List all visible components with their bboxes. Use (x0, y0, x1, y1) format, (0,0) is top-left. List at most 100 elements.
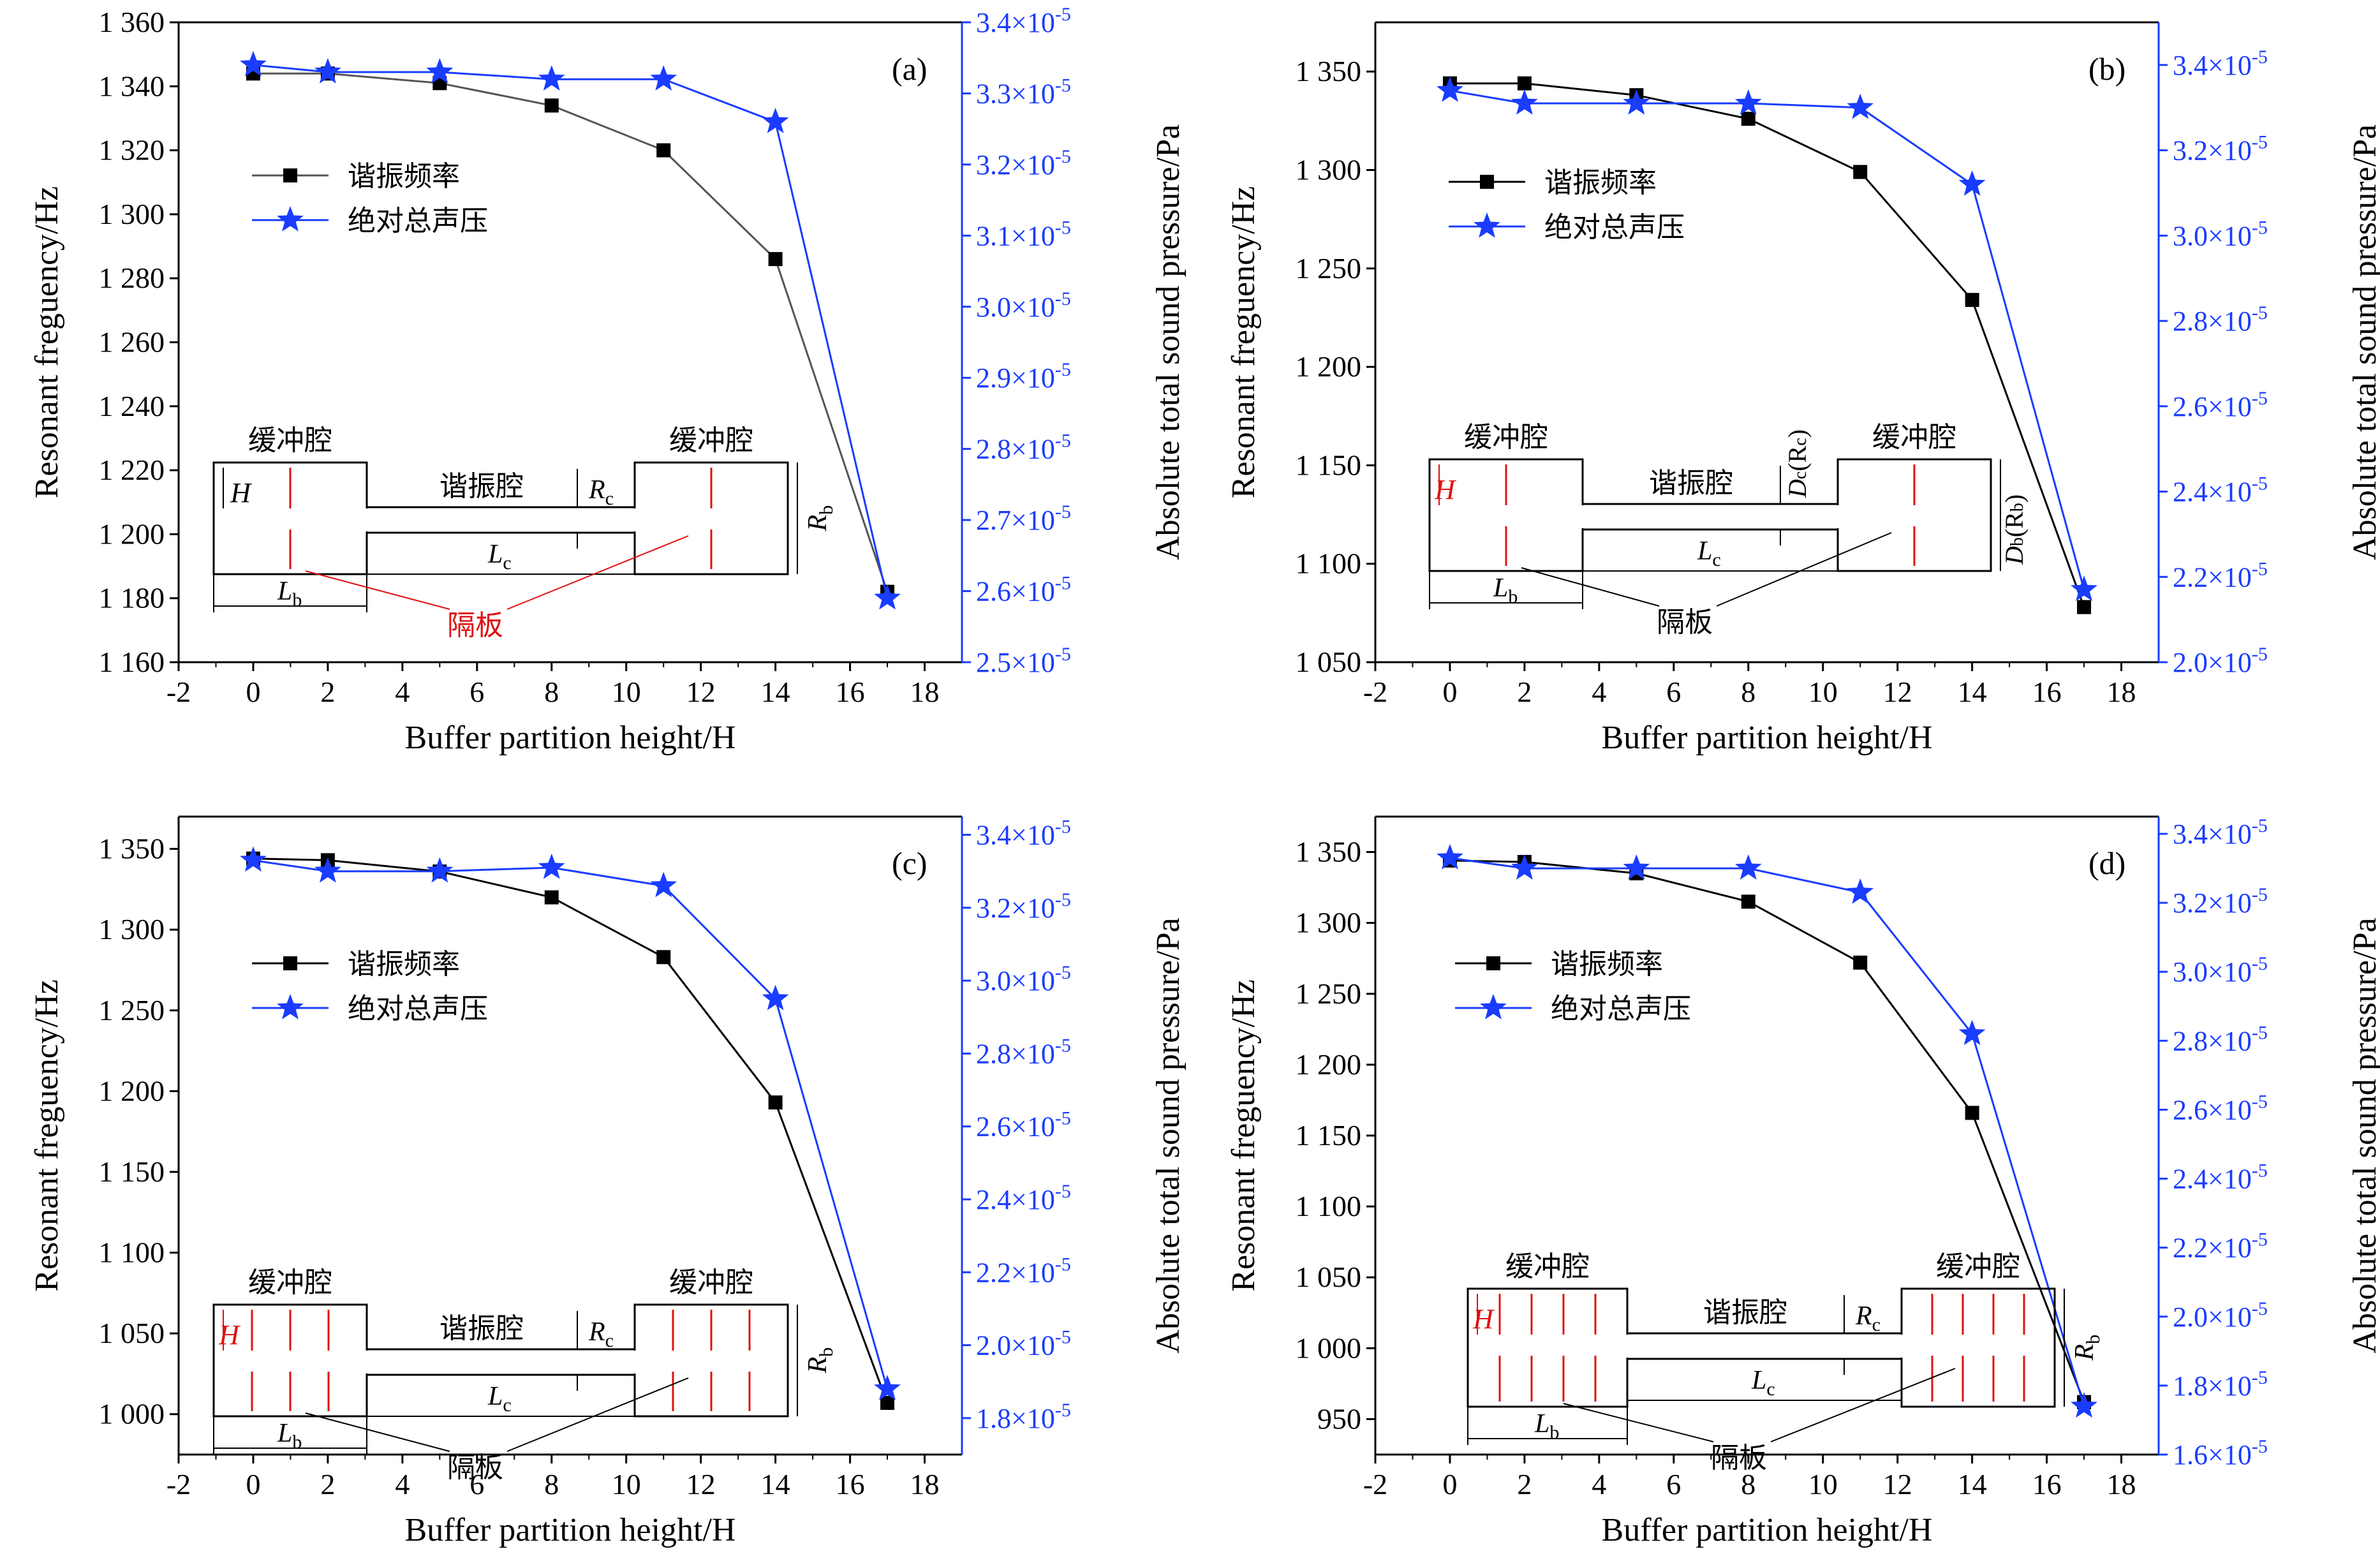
y2-tick-exponent: -5 (1055, 962, 1071, 983)
freq-point (544, 890, 559, 905)
var-sub: b (2083, 1335, 2104, 1344)
y2-tick-mantissa: 3.0×10 (2173, 220, 2252, 251)
freq-point (768, 252, 783, 267)
y2-tick-label: 3.4×10-5 (2173, 47, 2268, 81)
y-tick-label: 1 100 (1296, 547, 1362, 580)
y2-tick-label: 2.8×10-5 (976, 431, 1071, 465)
var-main: R (803, 515, 832, 532)
y2-tick-exponent: -5 (1055, 359, 1071, 380)
freq-point (656, 143, 671, 158)
y2-tick-exponent: -5 (1055, 889, 1071, 910)
resonator-label: 谐振腔 (440, 1313, 524, 1344)
y2-tick-exponent: -5 (2252, 1298, 2268, 1319)
rc-label: Rc (588, 475, 614, 509)
y2-tick-mantissa: 3.2×10 (976, 149, 1055, 181)
y2-tick-mantissa: 3.1×10 (976, 220, 1055, 251)
chart-panel-c: -2 0 2 4 6 8 10 12 14 16 18 1 000 1 050 1 100 1 150 1 2… (29, 815, 1186, 1548)
y2-tick-exponent: -5 (2252, 1436, 2268, 1457)
rb-label: Rb (803, 1347, 837, 1374)
x-tick-label: 10 (1808, 1468, 1838, 1500)
partition-label: 隔板 (1711, 1442, 1767, 1474)
var-sub: c (605, 1330, 614, 1351)
freq-point (1741, 112, 1755, 126)
var-sub: c (503, 1395, 511, 1416)
pressure-point (1734, 854, 1762, 880)
y2-tick-mantissa: 2.4×10 (2173, 1164, 2252, 1195)
y2-tick-label: 2.4×10-5 (2173, 1160, 2268, 1195)
freq-point (1965, 1106, 1979, 1120)
db-label: Db(Rb) (2000, 494, 2029, 565)
legend-freq-label: 谐振频率 (348, 161, 460, 192)
chart-panel-a: -2 0 2 4 6 8 10 12 14 16 18 1 160 1 180 1 200 1 220 1 2… (29, 4, 1186, 756)
y2-tick-exponent: -5 (2252, 132, 2268, 153)
partition-leader-left (305, 1412, 450, 1452)
y2-tick-mantissa: 2.9×10 (976, 362, 1055, 394)
partition-label: 隔板 (447, 1452, 503, 1483)
y2-tick-mantissa: 3.2×10 (976, 893, 1055, 924)
y2-tick-exponent: -5 (2252, 217, 2268, 238)
y2-axis-title: Absolute total sound pressure/Pa (1150, 124, 1186, 560)
panel-label: (b) (2088, 51, 2125, 87)
h-label: H (1434, 474, 1456, 505)
x-tick-label: 14 (761, 676, 790, 708)
x-tick-label: 0 (246, 1468, 260, 1500)
x-tick-label: 0 (246, 676, 260, 708)
y2-tick-exponent: -5 (1055, 288, 1071, 309)
y2-tick-mantissa: 3.4×10 (2173, 819, 2252, 850)
db-label-part: ) (2000, 494, 2029, 503)
y2-axis-title: Absolute total sound pressure/Pa (1150, 917, 1186, 1353)
partition-leader-left (1563, 1403, 1714, 1442)
y2-tick-label: 2.4×10-5 (2173, 473, 2268, 508)
x-tick-label: 12 (686, 1468, 716, 1500)
y2-tick-label: 2.0×10-5 (976, 1327, 1071, 1361)
pressure-point (650, 871, 677, 898)
left-buffer-label: 缓冲腔 (1464, 422, 1548, 453)
pressure-point (240, 846, 267, 872)
x-tick-label: 16 (2032, 1468, 2062, 1500)
y2-tick-mantissa: 3.3×10 (976, 78, 1055, 109)
y2-tick-mantissa: 2.0×10 (2173, 1301, 2252, 1333)
x-axis-title: Buffer partition height/H (405, 720, 736, 756)
lb-label: Lb (277, 577, 302, 611)
partition-label: 隔板 (447, 610, 503, 641)
y-tick-label: 1 250 (1296, 252, 1362, 285)
var-main: L (1534, 1409, 1549, 1439)
y2-tick-mantissa: 1.8×10 (976, 1403, 1055, 1434)
pressure-point (874, 584, 901, 610)
y2-tick-label: 2.4×10-5 (976, 1181, 1071, 1215)
chart-panel-b: -2 0 2 4 6 8 10 12 14 16 18 1 050 1 100 1 150 1 200 1 2… (1225, 21, 2380, 756)
y-axis-title: Resonant freguency/Hz (1225, 979, 1262, 1291)
y2-tick-label: 2.6×10-5 (976, 573, 1071, 607)
freq-point (656, 950, 671, 965)
var-main: R (803, 1357, 832, 1374)
pressure-point (1958, 1019, 1986, 1046)
freq-point (2077, 600, 2092, 614)
var-main: L (277, 577, 292, 606)
partition-leader-left (1521, 567, 1660, 607)
y2-tick-label: 3.2×10-5 (2173, 132, 2268, 167)
var-sub: b (292, 1432, 302, 1453)
x-tick-label: 2 (1517, 1468, 1532, 1500)
pressure-series-line (253, 859, 889, 1389)
y2-tick-label: 3.4×10-5 (976, 4, 1071, 38)
y-axis-title: Resonant freguency/Hz (29, 979, 65, 1291)
legend-freq-label: 谐振频率 (1544, 167, 1657, 198)
x-tick-label: 18 (910, 676, 940, 708)
x-tick-label: 8 (544, 676, 559, 708)
freq-point (1853, 165, 1868, 179)
pressure-point (1437, 77, 1463, 102)
y-tick-label: 1 200 (1296, 1048, 1362, 1081)
y2-tick-exponent: -5 (2252, 1022, 2268, 1043)
y2-tick-mantissa: 3.4×10 (976, 820, 1055, 851)
y-tick-label: 1 300 (1296, 907, 1362, 939)
partition-leader-right (506, 1377, 689, 1452)
x-axis-title: Buffer partition height/H (1602, 720, 1933, 756)
y2-tick-mantissa: 3.0×10 (976, 292, 1055, 323)
x-tick-label: 6 (469, 676, 484, 708)
x-tick-label: 2 (1517, 676, 1532, 708)
legend-pressure-label: 绝对总声压 (1551, 993, 1691, 1025)
y-tick-label: 1 350 (99, 833, 165, 865)
var-sub: c (503, 552, 511, 574)
lb-label: Lb (277, 1419, 302, 1453)
